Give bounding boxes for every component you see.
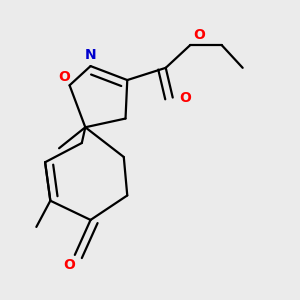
Text: O: O <box>193 28 205 42</box>
Text: O: O <box>179 91 191 104</box>
Text: N: N <box>85 48 96 62</box>
Text: O: O <box>58 70 70 84</box>
Text: O: O <box>64 258 76 272</box>
